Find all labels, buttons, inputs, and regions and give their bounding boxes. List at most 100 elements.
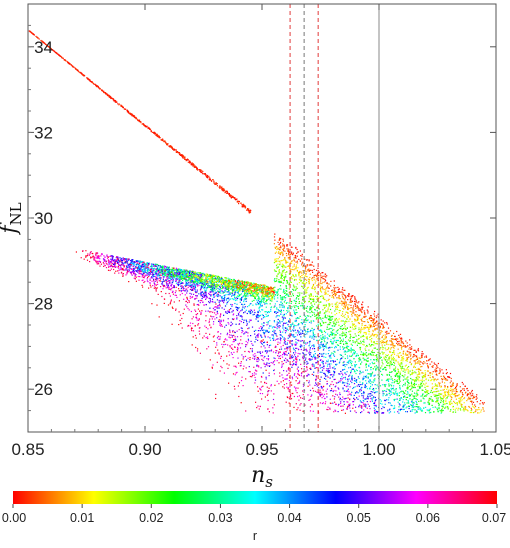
scatter-point (287, 294, 289, 296)
scatter-point (305, 266, 307, 268)
scatter-point (284, 299, 286, 301)
scatter-point (278, 357, 280, 359)
scatter-point (278, 310, 280, 312)
scatter-point (399, 380, 401, 382)
scatter-point (298, 272, 300, 274)
scatter-point (58, 54, 60, 56)
scatter-point (210, 294, 212, 296)
scatter-point (354, 342, 356, 344)
scatter-point (331, 316, 333, 318)
scatter-point (94, 83, 96, 85)
scatter-point (373, 351, 375, 354)
scatter-point (75, 251, 77, 253)
scatter-point (237, 280, 239, 282)
scatter-point (192, 280, 194, 282)
scatter-point (392, 379, 394, 382)
scatter-point (330, 332, 332, 334)
scatter-point (126, 258, 128, 261)
scatter-point (354, 380, 356, 382)
scatter-point (144, 263, 146, 265)
scatter-point (134, 267, 136, 269)
scatter-point (231, 196, 233, 198)
scatter-point (295, 300, 297, 303)
scatter-point (320, 335, 322, 337)
scatter-point (153, 279, 155, 281)
scatter-point (399, 404, 401, 406)
scatter-point (425, 388, 427, 390)
scatter-point (276, 276, 278, 278)
scatter-point (96, 86, 98, 88)
scatter-point (313, 348, 316, 350)
scatter-point (200, 291, 202, 293)
scatter-point (293, 276, 295, 278)
scatter-point (393, 358, 395, 360)
scatter-point (204, 279, 206, 281)
scatter-point (223, 188, 225, 190)
scatter-point (244, 285, 246, 287)
scatter-point (104, 259, 106, 261)
scatter-point (134, 116, 136, 119)
scatter-point (149, 128, 152, 130)
scatter-point (264, 335, 266, 337)
scatter-point (228, 297, 230, 299)
scatter-point (321, 397, 323, 399)
scatter-point (361, 308, 363, 310)
scatter-point (460, 404, 462, 406)
scatter-point (285, 260, 287, 262)
scatter-point (267, 294, 269, 296)
scatter-point (143, 281, 145, 284)
scatter-point (417, 368, 419, 370)
scatter-point (427, 410, 429, 412)
scatter-point (298, 282, 300, 284)
scatter-point (199, 170, 201, 172)
scatter-point (178, 300, 180, 302)
scatter-point (338, 373, 340, 375)
scatter-point (294, 350, 296, 352)
scatter-point (179, 280, 181, 282)
scatter-point (187, 284, 189, 286)
scatter-point (301, 253, 303, 255)
scatter-point (447, 394, 449, 396)
scatter-point (379, 402, 382, 404)
scatter-point (411, 373, 413, 375)
scatter-point (405, 359, 407, 362)
scatter-point (367, 310, 369, 312)
scatter-point (393, 338, 395, 340)
scatter-point (281, 366, 283, 368)
scatter-point (278, 355, 280, 357)
scatter-point (296, 248, 298, 251)
scatter-point (314, 367, 316, 369)
scatter-point (343, 332, 345, 334)
scatter-point (136, 262, 138, 264)
scatter-point (97, 256, 99, 258)
scatter-point (358, 360, 360, 362)
scatter-point (160, 286, 162, 288)
scatter-point (225, 343, 227, 345)
scatter-point (418, 373, 420, 375)
scatter-point (174, 272, 176, 274)
scatter-point (204, 275, 206, 277)
scatter-point (173, 148, 175, 150)
scatter-point (151, 271, 153, 273)
scatter-point (290, 333, 292, 335)
scatter-point (237, 283, 239, 285)
scatter-point (447, 391, 449, 393)
scatter-point (375, 358, 377, 361)
scatter-point (171, 323, 173, 325)
scatter-point (293, 305, 295, 307)
scatter-point (332, 321, 334, 323)
scatter-point (192, 330, 195, 332)
scatter-point (369, 375, 372, 377)
scatter-point (470, 410, 472, 412)
scatter-point (38, 38, 40, 40)
scatter-point (393, 353, 396, 355)
scatter-point (472, 396, 475, 398)
scatter-point (101, 89, 103, 91)
scatter-point (193, 288, 196, 290)
scatter-point (295, 332, 297, 334)
scatter-point (155, 264, 157, 266)
scatter-point (275, 261, 277, 263)
scatter-point (190, 280, 192, 282)
scatter-point (150, 130, 152, 132)
scatter-point (208, 321, 210, 324)
